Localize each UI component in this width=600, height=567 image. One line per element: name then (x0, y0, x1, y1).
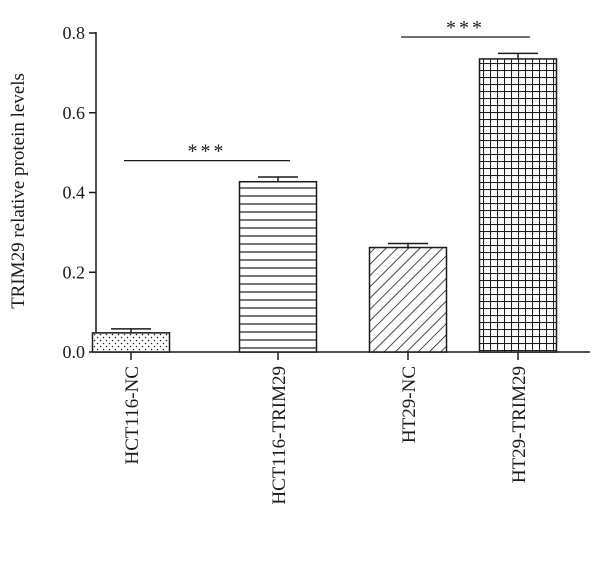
bar (91, 332, 171, 353)
y-axis-label: TRIM29 relative protein levels (8, 73, 29, 309)
x-tick-label: HT29-TRIM29 (509, 366, 530, 483)
y-tick-label: 0.6 (63, 103, 86, 123)
bar (478, 58, 558, 353)
bars: HCT116-NC HCT116-TRIM29 HT29-NC HT29-TRIM29 (91, 52, 558, 505)
x-tick-label: HT29-NC (399, 366, 420, 443)
bar (238, 180, 318, 353)
significance-label: *** (446, 17, 485, 39)
y-tick-label: 0.8 (63, 23, 86, 43)
x-tick-label: HCT116-TRIM29 (269, 366, 290, 505)
bar (368, 246, 448, 353)
x-tick-label: HCT116-NC (122, 366, 143, 465)
significance-label: *** (188, 141, 227, 163)
y-tick-label: 0.2 (63, 262, 86, 282)
y-tick-label: 0.0 (63, 342, 86, 362)
y-tick-label: 0.4 (63, 183, 86, 203)
significance-annotations: *** *** (124, 17, 530, 163)
